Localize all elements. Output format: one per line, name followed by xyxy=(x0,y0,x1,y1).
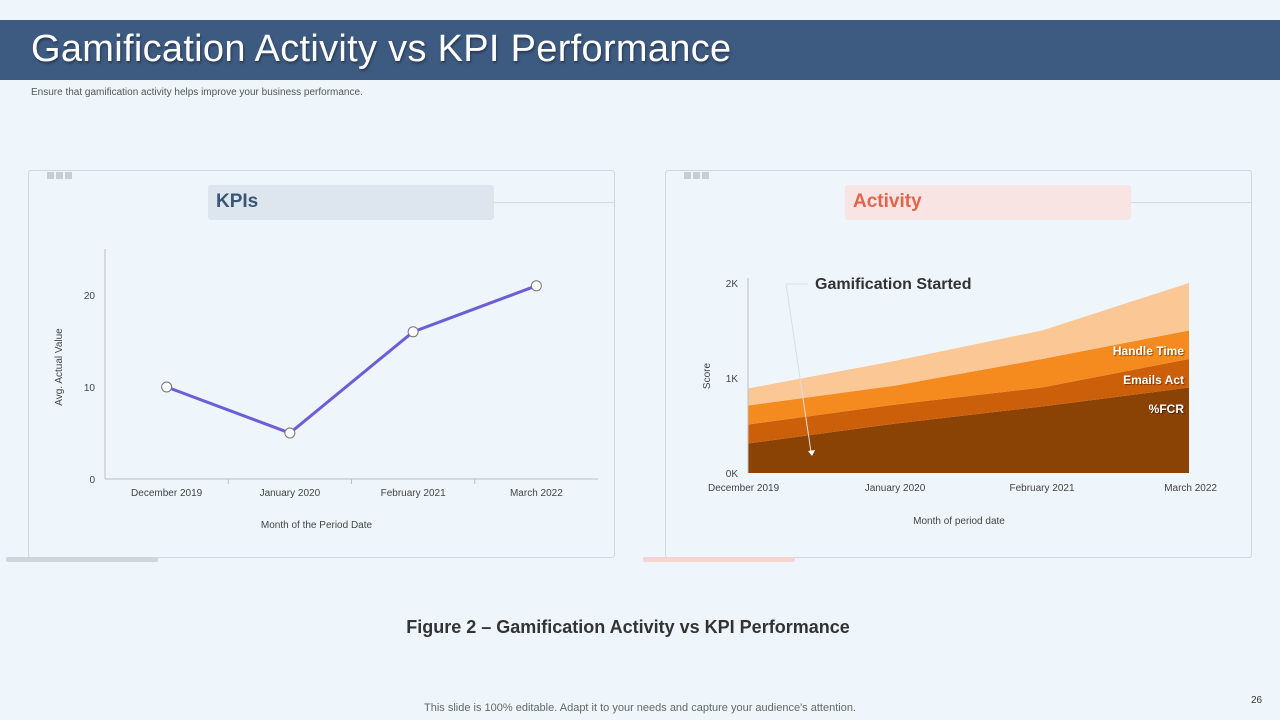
x-tick-label: January 2020 xyxy=(865,483,926,494)
y-tick-label: 0 xyxy=(89,475,95,486)
annotation-leader-line xyxy=(785,283,812,453)
page-number: 26 xyxy=(1251,695,1263,706)
y-tick-label: 20 xyxy=(84,291,96,302)
page-title: Gamification Activity vs KPI Performance xyxy=(31,28,732,70)
footer-note: This slide is 100% editable. Adapt it to… xyxy=(424,702,856,714)
kpi-data-point xyxy=(530,280,542,292)
annotation-arrowhead xyxy=(808,450,815,456)
panel-dots-decoration xyxy=(47,166,74,184)
y-axis-label: Score xyxy=(702,363,713,390)
activity-panel-accent-bar xyxy=(643,557,795,562)
top-activity-area xyxy=(748,283,1189,406)
series-label: %FCR xyxy=(1149,402,1185,416)
kpi-panel-accent-bar xyxy=(6,557,158,562)
kpi-data-point xyxy=(407,326,419,338)
y-axis-label: Avg. Actual Value xyxy=(54,328,65,406)
page-subtitle: Ensure that gamification activity helps … xyxy=(31,87,363,98)
x-tick-label: February 2021 xyxy=(1009,483,1074,494)
fcr-area xyxy=(748,387,1189,473)
x-tick-label: February 2021 xyxy=(381,488,446,499)
kpi-data-point xyxy=(161,381,173,393)
panel-rule xyxy=(1131,202,1251,203)
kpi-data-point xyxy=(284,427,296,439)
y-tick-label: 2K xyxy=(726,279,739,290)
kpi-series-line xyxy=(166,284,537,435)
activity-tag: Activity xyxy=(845,185,1131,220)
x-tick-label: December 2019 xyxy=(131,488,203,499)
panel-rule xyxy=(494,202,614,203)
x-tick-label: December 2019 xyxy=(708,483,780,494)
title-bar: Gamification Activity vs KPI Performance xyxy=(0,20,1280,80)
x-tick-label: January 2020 xyxy=(260,488,321,499)
figure-caption: Figure 2 – Gamification Activity vs KPI … xyxy=(406,617,850,637)
series-label: Handle Time xyxy=(1113,344,1184,358)
y-tick-label: 10 xyxy=(84,383,96,394)
panel-dots-decoration xyxy=(684,166,711,184)
annotation-text: Gamification Started xyxy=(815,276,971,293)
x-axis-label: Month of period date xyxy=(913,516,1005,527)
y-tick-label: 0K xyxy=(726,469,739,480)
y-tick-label: 1K xyxy=(726,374,739,385)
x-tick-label: March 2022 xyxy=(1164,483,1217,494)
kpi-tag: KPIs xyxy=(208,185,494,220)
handle-time-area xyxy=(748,330,1189,425)
emails-act-area xyxy=(748,359,1189,444)
series-label: Emails Act xyxy=(1123,373,1184,387)
x-tick-label: March 2022 xyxy=(510,488,563,499)
kpi-panel: KPIs xyxy=(28,170,615,558)
x-axis-label: Month of the Period Date xyxy=(261,520,373,531)
